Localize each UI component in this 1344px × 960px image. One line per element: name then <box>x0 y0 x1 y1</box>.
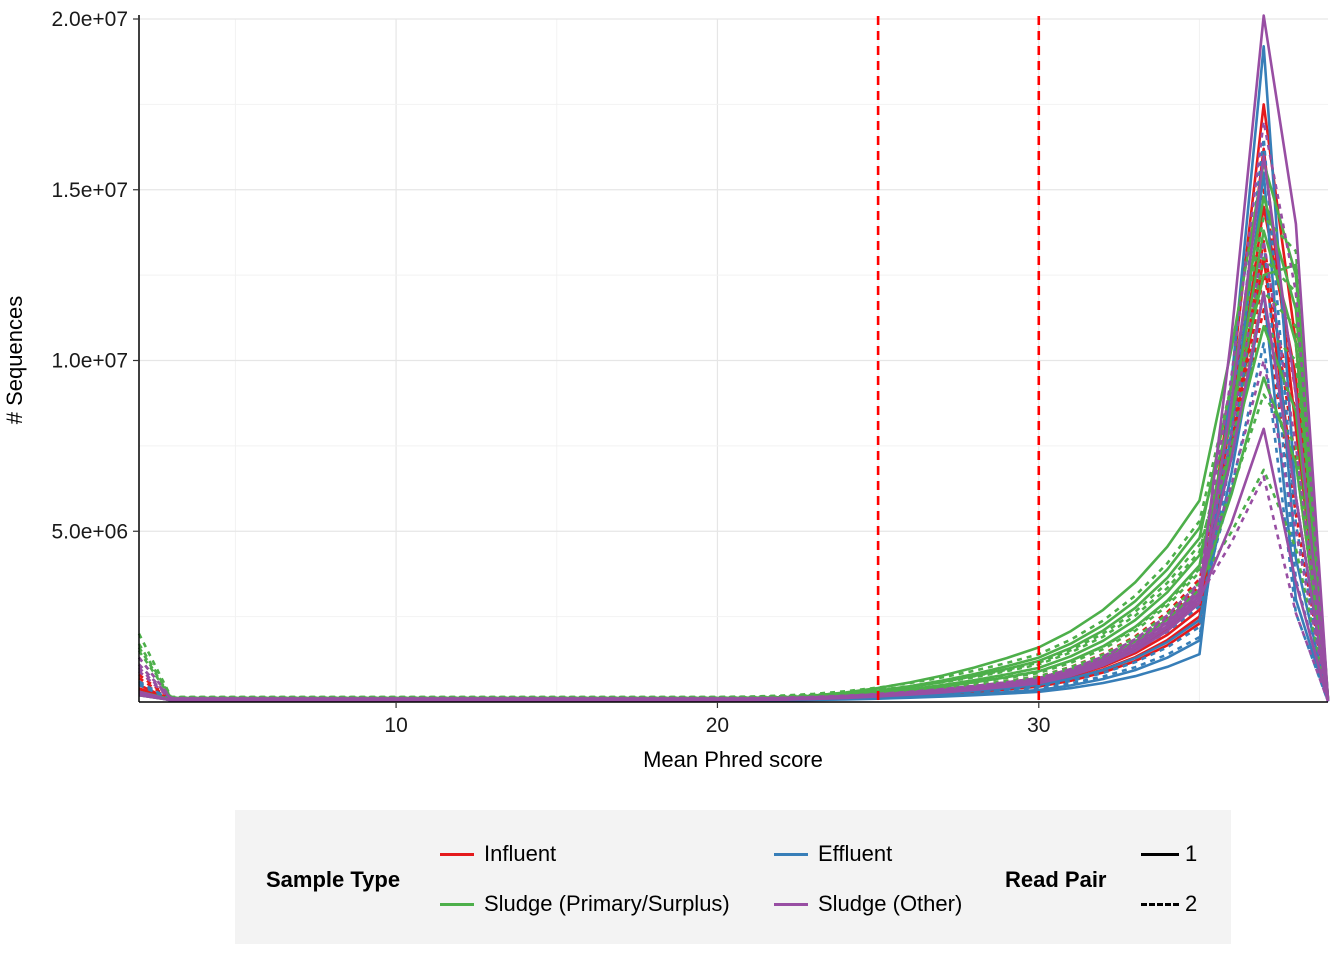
series-line <box>138 342 1330 702</box>
series-line <box>138 205 1330 702</box>
x-tick-label: 20 <box>706 714 729 737</box>
legend-title-sample-type: Sample Type <box>266 867 401 892</box>
series-line <box>138 475 1330 702</box>
grid <box>139 18 1328 702</box>
legend-key-sludge-other <box>774 902 808 906</box>
x-axis-title: Mean Phred score <box>643 747 823 772</box>
series-line <box>137 215 1330 699</box>
legend-label-read-pair-1: 1 <box>1185 841 1198 866</box>
legend-key-dashed <box>1141 902 1179 906</box>
legend-item-read-pair-1: 1 <box>1141 841 1197 867</box>
legend-key-influent <box>440 852 474 856</box>
y-tick-label: 5.0e+06 <box>52 520 129 543</box>
series-line <box>137 120 1330 700</box>
legend-item-read-pair-2: 2 <box>1141 891 1197 917</box>
legend-item-effluent: Effluent <box>774 841 892 867</box>
y-axis-title: # Sequences <box>2 296 27 424</box>
legend-title-read-pair: Read Pair <box>1005 867 1107 892</box>
legend-key-sludge-primary <box>440 902 474 906</box>
y-tick-label: 1.0e+07 <box>52 350 129 373</box>
x-tick-label: 30 <box>1027 714 1050 737</box>
series-line <box>138 188 1330 701</box>
legend-label-influent: Influent <box>484 841 557 866</box>
legend-item-sludge-other: Sludge (Other) <box>774 891 962 917</box>
legend-key-effluent <box>774 852 808 856</box>
x-tick-label: 10 <box>384 714 407 737</box>
legend: Sample Type Influent Effluent Sludge (Pr… <box>235 810 1231 944</box>
series-lines <box>137 14 1330 702</box>
threshold-lines <box>876 16 1041 702</box>
legend-label-sludge-primary: Sludge (Primary/Surplus) <box>484 891 730 916</box>
series-line <box>138 14 1330 702</box>
y-tick-label: 2.0e+07 <box>52 8 129 31</box>
legend-label-sludge-other: Sludge (Other) <box>818 891 963 916</box>
axes: 10 20 30 5.0e+06 1.0e+07 1.5e+07 2.0e+07 <box>52 8 1328 737</box>
legend-label-read-pair-2: 2 <box>1185 891 1198 916</box>
legend-label-effluent: Effluent <box>818 841 893 866</box>
legend-item-sludge-primary: Sludge (Primary/Surplus) <box>440 891 730 917</box>
series-line <box>138 103 1330 702</box>
legend-key-solid <box>1141 852 1179 856</box>
y-tick-label: 1.5e+07 <box>52 179 129 202</box>
series-line <box>138 171 1330 702</box>
legend-item-influent: Influent <box>440 841 556 867</box>
series-line <box>138 195 1330 701</box>
chart-area: 10 20 30 5.0e+06 1.0e+07 1.5e+07 2.0e+07 Mean … <box>2 8 1330 772</box>
